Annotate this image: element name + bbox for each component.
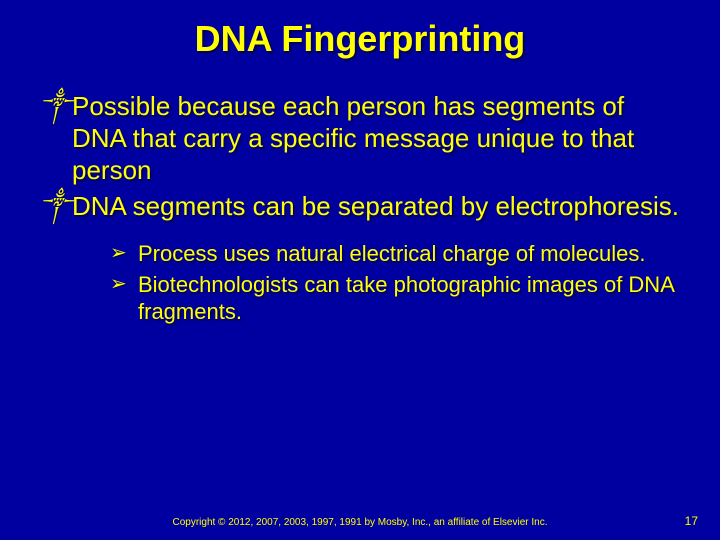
sub-bullet-text: Process uses natural electrical charge o…: [138, 240, 680, 267]
sub-bullet-item: ➢ Biotechnologists can take photographic…: [110, 271, 680, 325]
bullet-item: ༒ DNA segments can be separated by elect…: [40, 190, 680, 222]
script-bullet-icon: ༒: [40, 90, 72, 120]
content-area: ༒ Possible because each person has segme…: [0, 60, 720, 325]
arrow-bullet-icon: ➢: [110, 240, 138, 266]
sub-list: ➢ Process uses natural electrical charge…: [40, 226, 680, 325]
bullet-item: ༒ Possible because each person has segme…: [40, 90, 680, 186]
slide-title: DNA Fingerprinting: [0, 0, 720, 60]
sub-bullet-text: Biotechnologists can take photographic i…: [138, 271, 680, 325]
arrow-bullet-icon: ➢: [110, 271, 138, 297]
copyright-footer: Copyright © 2012, 2007, 2003, 1997, 1991…: [0, 517, 720, 528]
bullet-text: Possible because each person has segment…: [72, 90, 680, 186]
sub-bullet-item: ➢ Process uses natural electrical charge…: [110, 240, 680, 267]
script-bullet-icon: ༒: [40, 190, 72, 220]
page-number: 17: [685, 514, 698, 528]
bullet-text: DNA segments can be separated by electro…: [72, 190, 680, 222]
